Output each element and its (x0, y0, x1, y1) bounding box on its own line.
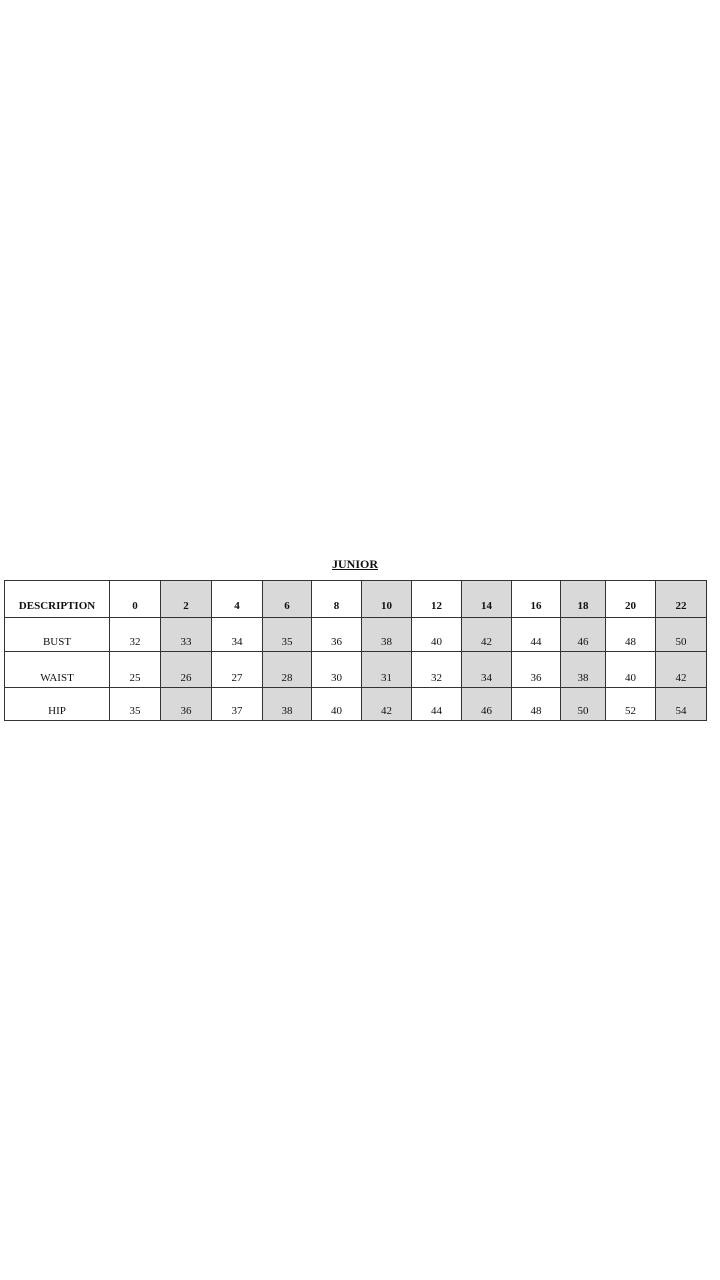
header-description: DESCRIPTION (4, 580, 110, 618)
measurement-cell: 35 (262, 617, 312, 652)
measurement-cell: 40 (411, 617, 462, 652)
header-size: 10 (361, 580, 412, 618)
measurement-cell: 38 (262, 687, 312, 721)
measurement-cell: 42 (461, 617, 512, 652)
header-size: 4 (211, 580, 263, 618)
measurement-cell: 46 (560, 617, 606, 652)
measurement-cell: 42 (361, 687, 412, 721)
header-size: 22 (655, 580, 707, 618)
measurement-cell: 30 (311, 651, 362, 688)
measurement-cell: 27 (211, 651, 263, 688)
measurement-cell: 28 (262, 651, 312, 688)
measurement-cell: 54 (655, 687, 707, 721)
measurement-cell: 48 (605, 617, 656, 652)
header-size: 12 (411, 580, 462, 618)
measurement-cell: 25 (109, 651, 161, 688)
measurement-cell: 36 (511, 651, 561, 688)
header-size: 0 (109, 580, 161, 618)
table-row: BUST 32 33 34 35 36 38 40 42 44 46 48 50 (4, 617, 707, 652)
measurement-cell: 40 (605, 651, 656, 688)
header-size: 14 (461, 580, 512, 618)
measurement-cell: 33 (160, 617, 212, 652)
measurement-cell: 36 (160, 687, 212, 721)
measurement-cell: 32 (109, 617, 161, 652)
header-size: 16 (511, 580, 561, 618)
header-size: 2 (160, 580, 212, 618)
measurement-cell: 40 (311, 687, 362, 721)
measurement-cell: 44 (511, 617, 561, 652)
measurement-cell: 50 (655, 617, 707, 652)
header-row: DESCRIPTION 0 2 4 6 8 10 12 14 16 18 20 22 (4, 580, 707, 618)
size-chart-table: DESCRIPTION 0 2 4 6 8 10 12 14 16 18 20 22 BUST 32 33 34… (4, 580, 707, 721)
header-size: 20 (605, 580, 656, 618)
measurement-cell: 38 (560, 651, 606, 688)
row-label: HIP (4, 687, 110, 721)
measurement-cell: 34 (461, 651, 512, 688)
measurement-cell: 31 (361, 651, 412, 688)
header-size: 18 (560, 580, 606, 618)
measurement-cell: 38 (361, 617, 412, 652)
header-size: 8 (311, 580, 362, 618)
measurement-cell: 44 (411, 687, 462, 721)
row-label: WAIST (4, 651, 110, 688)
measurement-cell: 46 (461, 687, 512, 721)
table-title: JUNIOR (331, 557, 378, 571)
measurement-cell: 48 (511, 687, 561, 721)
measurement-cell: 37 (211, 687, 263, 721)
row-label: BUST (4, 617, 110, 652)
measurement-cell: 32 (411, 651, 462, 688)
table-row: HIP 35 36 37 38 40 42 44 46 48 50 52 54 (4, 687, 707, 721)
table-row: WAIST 25 26 27 28 30 31 32 34 36 38 40 42 (4, 651, 707, 688)
measurement-cell: 26 (160, 651, 212, 688)
measurement-cell: 52 (605, 687, 656, 721)
measurement-cell: 36 (311, 617, 362, 652)
measurement-cell: 34 (211, 617, 263, 652)
header-size: 6 (262, 580, 312, 618)
measurement-cell: 35 (109, 687, 161, 721)
measurement-cell: 42 (655, 651, 707, 688)
measurement-cell: 50 (560, 687, 606, 721)
